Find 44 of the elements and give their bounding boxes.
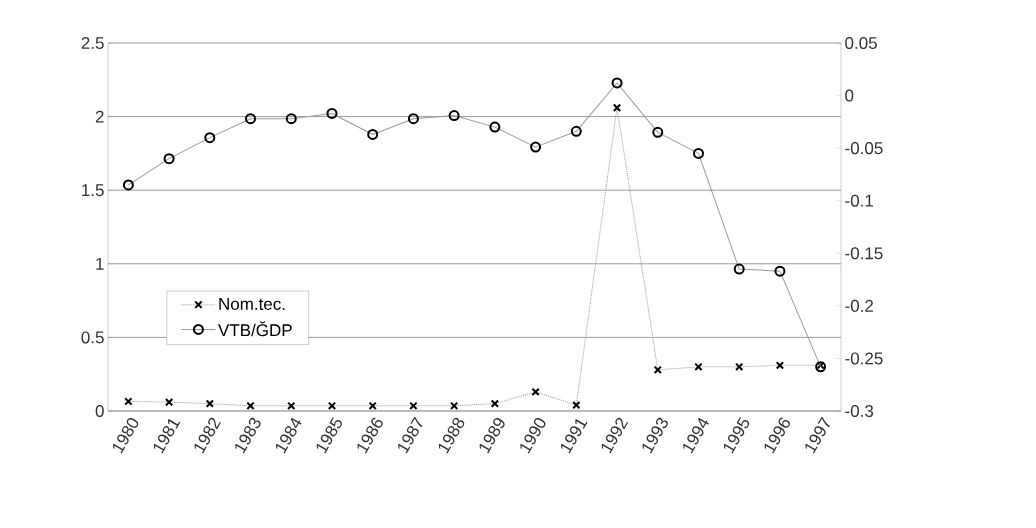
y2-tick-label: -0.2 (845, 299, 873, 312)
point (611, 77, 623, 89)
point (733, 263, 745, 275)
point (652, 126, 664, 138)
point (287, 401, 296, 411)
point (367, 128, 379, 140)
y2-tick-label: 0.05 (845, 36, 877, 50)
y2-tick-label: -0.15 (845, 247, 883, 260)
point (407, 113, 419, 125)
y2-tick-label: -0.1 (845, 194, 874, 207)
y-tick-label: 1.5 (82, 184, 104, 197)
point (692, 147, 704, 159)
point (204, 132, 216, 144)
point (572, 400, 581, 410)
point (205, 399, 214, 408)
point (326, 107, 338, 119)
y2-tick-label: 0 (845, 89, 854, 102)
point (164, 397, 174, 407)
point (774, 265, 786, 277)
point (122, 179, 134, 191)
point (735, 362, 744, 372)
legend-label: VTB/ĞDP (218, 321, 292, 337)
y-tick-label: 2 (95, 110, 104, 123)
point (694, 362, 703, 372)
y-tick-label: 2.5 (81, 36, 104, 50)
point (285, 113, 297, 125)
point (124, 397, 133, 406)
point (448, 110, 460, 122)
y-tick-label: 0 (95, 404, 104, 418)
y2-tick-label: -0.3 (845, 404, 874, 418)
point (489, 121, 501, 133)
point (570, 125, 582, 137)
legend-label: Nom.tec. (219, 298, 285, 310)
point (612, 103, 622, 112)
point (327, 401, 337, 411)
point (245, 113, 257, 125)
y2-tick-label: -0.05 (845, 142, 883, 155)
y-tick-label: 1 (96, 257, 104, 270)
y-tick-label: 0.5 (81, 331, 104, 344)
point (530, 141, 542, 153)
y2-tick-label: -0.25 (845, 352, 883, 365)
point (449, 401, 459, 411)
point (775, 361, 785, 370)
point (163, 153, 175, 165)
